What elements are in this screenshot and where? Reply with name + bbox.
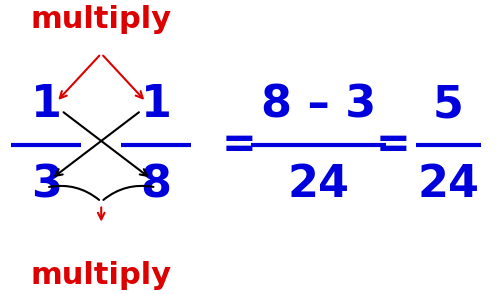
Text: =: = (375, 124, 410, 166)
Text: 8: 8 (140, 163, 171, 206)
Text: 1: 1 (140, 83, 171, 126)
Text: 8 – 3: 8 – 3 (261, 83, 375, 126)
Text: 1: 1 (31, 83, 62, 126)
Text: multiply: multiply (31, 261, 171, 290)
Text: multiply: multiply (31, 5, 171, 34)
Text: =: = (221, 124, 256, 166)
Text: 24: 24 (287, 163, 349, 206)
Text: 24: 24 (416, 163, 478, 206)
Text: 5: 5 (432, 83, 463, 126)
Text: 3: 3 (31, 163, 62, 206)
